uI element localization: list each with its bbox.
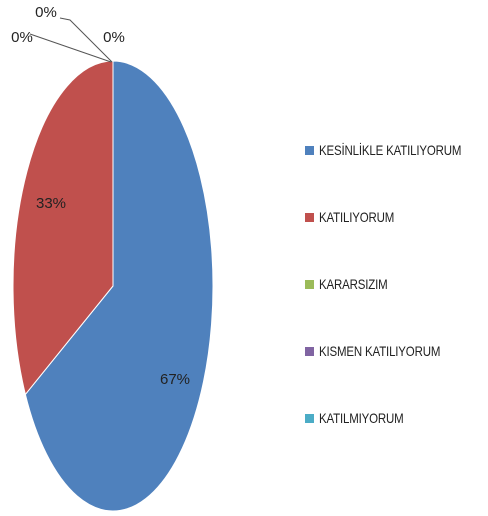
- legend-swatch: [305, 145, 314, 155]
- legend-swatch: [305, 346, 314, 356]
- legend-item: KATILIYORUM: [305, 207, 485, 227]
- leader-line: [59, 17, 113, 63]
- data-label: 67%: [160, 371, 190, 388]
- legend-item: KESİNLİKLE KATILIYORUM: [305, 140, 485, 160]
- legend-swatch: [305, 413, 314, 423]
- legend-swatch: [305, 212, 314, 222]
- data-label: 0%: [35, 4, 57, 21]
- legend-label: KATILMIYORUM: [319, 410, 404, 426]
- legend-swatch: [305, 279, 314, 289]
- legend-item: KATILMIYORUM: [305, 408, 485, 428]
- legend-item: KARARSIZIM: [305, 274, 485, 294]
- data-label: 0%: [11, 29, 33, 46]
- legend-label: KESİNLİKLE KATILIYORUM: [319, 142, 462, 158]
- pie-slice: [24, 60, 214, 512]
- leader-line: [29, 33, 112, 63]
- legend-label: KISMEN KATILIYORUM: [319, 343, 441, 359]
- pie-slice: [12, 60, 114, 396]
- data-label: 0%: [103, 29, 125, 46]
- legend-label: KATILIYORUM: [319, 209, 395, 225]
- legend-label: KARARSIZIM: [319, 276, 388, 292]
- legend-item: KISMEN KATILIYORUM: [305, 341, 485, 361]
- legend: KESİNLİKLE KATILIYORUM KATILIYORUM KARAR…: [305, 140, 485, 475]
- data-label: 33%: [36, 195, 66, 212]
